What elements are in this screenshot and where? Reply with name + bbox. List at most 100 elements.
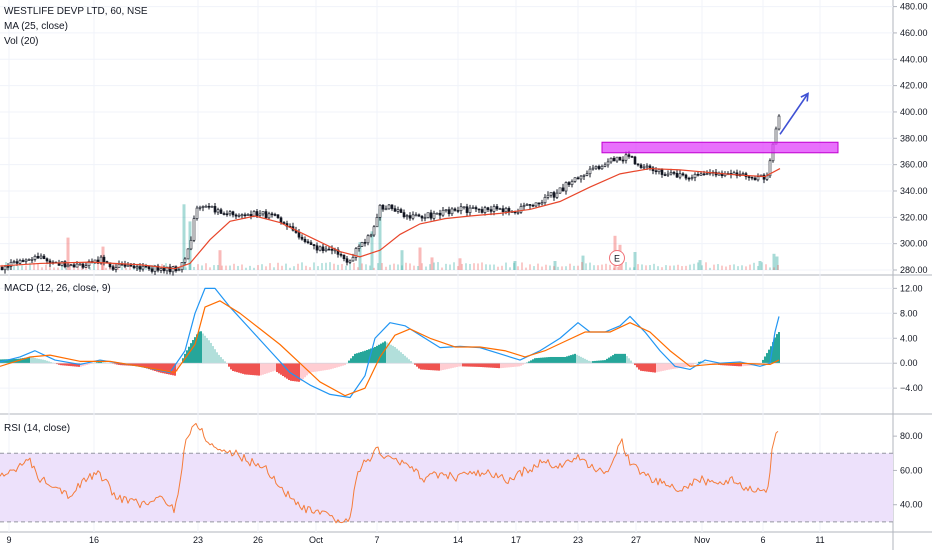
macd-histogram-bar xyxy=(34,358,36,364)
volume-bar xyxy=(453,262,455,270)
candle-body xyxy=(372,226,376,236)
macd-histogram-bar xyxy=(514,363,516,367)
volume-bar xyxy=(773,267,775,270)
macd-histogram-bar xyxy=(410,361,412,364)
volume-bar xyxy=(733,264,735,270)
volume-bar xyxy=(189,263,191,270)
volume-bar xyxy=(93,262,95,270)
trend-arrow[interactable] xyxy=(779,93,809,135)
volume-bar xyxy=(433,262,435,270)
signal-line xyxy=(0,300,780,397)
candle-body xyxy=(600,166,604,170)
price-axis-label: 280.00 xyxy=(900,265,928,275)
macd-histogram-bar xyxy=(76,363,78,367)
volume-bar xyxy=(182,204,186,270)
candle-body xyxy=(327,248,331,251)
macd-histogram-bar xyxy=(154,363,156,372)
candle-body xyxy=(684,174,688,179)
volume-bar xyxy=(53,267,55,270)
macd-histogram-bar xyxy=(56,363,58,365)
macd-histogram-bar xyxy=(362,351,364,364)
price-axis-label: 440.00 xyxy=(900,54,928,64)
earnings-marker[interactable] xyxy=(609,250,625,266)
candle-body xyxy=(150,268,154,272)
macd-histogram-bar xyxy=(218,354,220,364)
volume-bar xyxy=(193,266,195,270)
candle-body xyxy=(69,264,73,267)
macd-histogram-bar xyxy=(558,356,560,364)
candle-body xyxy=(309,242,313,245)
macd-histogram-bar xyxy=(164,363,166,374)
macd-histogram-bar xyxy=(296,363,298,382)
candle-body xyxy=(261,211,265,215)
volume-bar xyxy=(501,265,503,270)
volume-bar xyxy=(378,208,382,270)
macd-histogram-bar xyxy=(472,363,474,367)
macd-histogram-bar xyxy=(490,363,492,368)
macd-histogram-bar xyxy=(586,359,588,364)
volume-bar xyxy=(285,263,287,270)
macd-histogram-bar xyxy=(446,363,448,370)
volume-bar xyxy=(57,267,59,270)
candle-body xyxy=(414,214,418,217)
macd-histogram-bar xyxy=(652,363,654,373)
resistance-zone[interactable] xyxy=(601,141,839,154)
candle-body xyxy=(654,170,658,173)
volume-bar xyxy=(313,262,315,270)
macd-histogram-bar xyxy=(578,355,580,364)
volume-bar xyxy=(177,267,179,270)
macd-histogram-bar xyxy=(616,353,618,364)
macd-histogram-bar xyxy=(464,363,466,367)
macd-histogram-bar xyxy=(334,363,336,368)
volume-bar xyxy=(301,262,303,270)
macd-histogram-bar xyxy=(434,363,436,371)
candle-body xyxy=(612,157,616,162)
candle-body xyxy=(492,206,496,212)
macd-histogram-bar xyxy=(620,353,622,364)
candle-body xyxy=(42,255,46,260)
macd-histogram-bar xyxy=(20,358,22,364)
volume-bar xyxy=(769,267,771,270)
macd-histogram-bar xyxy=(200,331,202,364)
macd-histogram-bar xyxy=(202,333,204,364)
macd-histogram-bar xyxy=(344,363,346,366)
macd-histogram-bar xyxy=(774,337,776,364)
macd-histogram-bar xyxy=(138,363,140,367)
candle-body xyxy=(693,174,697,178)
trend-arrow-head xyxy=(800,92,809,102)
candle-body xyxy=(519,206,523,213)
volume-bar xyxy=(701,265,703,270)
macd-histogram-bar xyxy=(430,363,432,371)
volume-bar xyxy=(549,265,551,270)
volume-bar xyxy=(469,263,471,270)
candle-body xyxy=(273,214,277,216)
macd-histogram-bar xyxy=(628,358,630,364)
macd-histogram-bar xyxy=(544,357,546,364)
macd-histogram-bar xyxy=(342,363,344,366)
macd-histogram-bar xyxy=(698,361,700,364)
volume-bar xyxy=(273,267,275,270)
volume-bar xyxy=(481,262,483,270)
macd-histogram-bar xyxy=(390,344,392,364)
macd-axis-label: −4.00 xyxy=(900,383,923,393)
candle-body xyxy=(618,156,622,161)
candle-body xyxy=(504,208,508,213)
macd-histogram-bar xyxy=(114,363,116,365)
candle-body xyxy=(267,213,271,219)
macd-histogram-bar xyxy=(206,338,208,364)
candle-body xyxy=(648,165,652,169)
macd-histogram-bar xyxy=(400,352,402,364)
time-axis-label: Nov xyxy=(694,535,711,545)
macd-histogram-bar xyxy=(270,363,272,373)
macd-histogram-bar xyxy=(530,360,532,364)
volume-bar xyxy=(537,263,539,270)
macd-histogram-bar xyxy=(22,358,24,364)
macd-histogram-bar xyxy=(476,363,478,367)
volume-bar xyxy=(457,266,459,270)
macd-histogram-bar xyxy=(36,358,38,364)
volume-bar xyxy=(493,264,495,270)
macd-histogram-bar xyxy=(728,363,730,366)
candle-body xyxy=(411,214,415,219)
macd-histogram-bar xyxy=(778,332,780,364)
volume-bar xyxy=(73,265,75,270)
